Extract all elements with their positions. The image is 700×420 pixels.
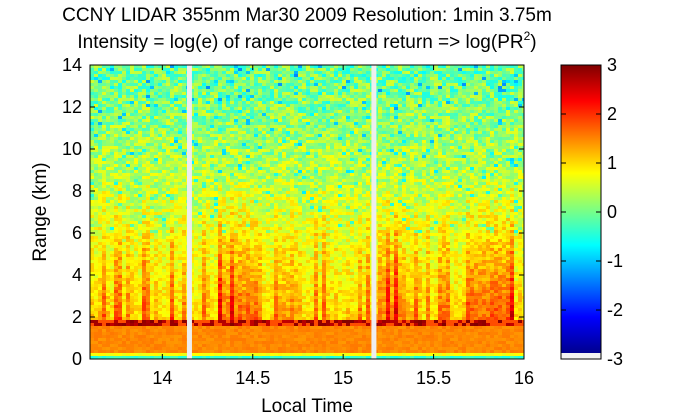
data-gap-2 <box>371 65 377 359</box>
y-tick-label: 0 <box>72 349 82 369</box>
y-tick-label: 2 <box>72 307 82 327</box>
y-tick-label: 14 <box>62 55 82 75</box>
data-gap-1 <box>186 65 192 359</box>
y-tick-label: 4 <box>72 265 82 285</box>
x-tick-label: 14 <box>152 368 172 388</box>
y-axis-label: Range (km) <box>30 162 51 261</box>
colorbar-tick-label: -3 <box>607 349 623 369</box>
x-tick-label: 16 <box>514 368 534 388</box>
colorbar-tick-label: -2 <box>607 300 623 320</box>
x-axis-label: Local Time <box>261 396 353 417</box>
x-tick-label: 15 <box>333 368 353 388</box>
colorbar-tick-label: -1 <box>607 251 623 271</box>
y-axis: 0 2 4 6 8 10 12 14 <box>62 55 524 369</box>
plot-frame <box>89 64 525 360</box>
chart-subtitle: Intensity = log(e) of range corrected re… <box>77 29 536 53</box>
colorbar-gradient <box>561 65 601 353</box>
x-tick-label: 14.5 <box>235 368 270 388</box>
colorbar-tick-label: 1 <box>607 153 617 173</box>
colorbar-tick-label: 0 <box>607 202 617 222</box>
colorbar-tick-label: 2 <box>607 104 617 124</box>
y-tick-label: 6 <box>72 223 82 243</box>
x-tick-label: 15.5 <box>416 368 451 388</box>
heatmap-plot-area <box>89 64 525 360</box>
y-tick-label: 8 <box>72 181 82 201</box>
colorbar-bottom-band <box>561 353 601 359</box>
colorbar-tick-label: 3 <box>607 55 617 75</box>
heatmap-cells <box>90 65 524 359</box>
chart-title: CCNY LIDAR 355nm Mar30 2009 Resolution: … <box>62 5 552 26</box>
colorbar: 3 2 1 0 -1 -2 -3 <box>560 55 623 369</box>
y-tick-label: 10 <box>62 139 82 159</box>
x-axis: 14 14.5 15 15.5 16 <box>152 65 534 388</box>
y-tick-label: 12 <box>62 97 82 117</box>
colorbar-ticks: 3 2 1 0 -1 -2 -3 <box>561 55 623 369</box>
